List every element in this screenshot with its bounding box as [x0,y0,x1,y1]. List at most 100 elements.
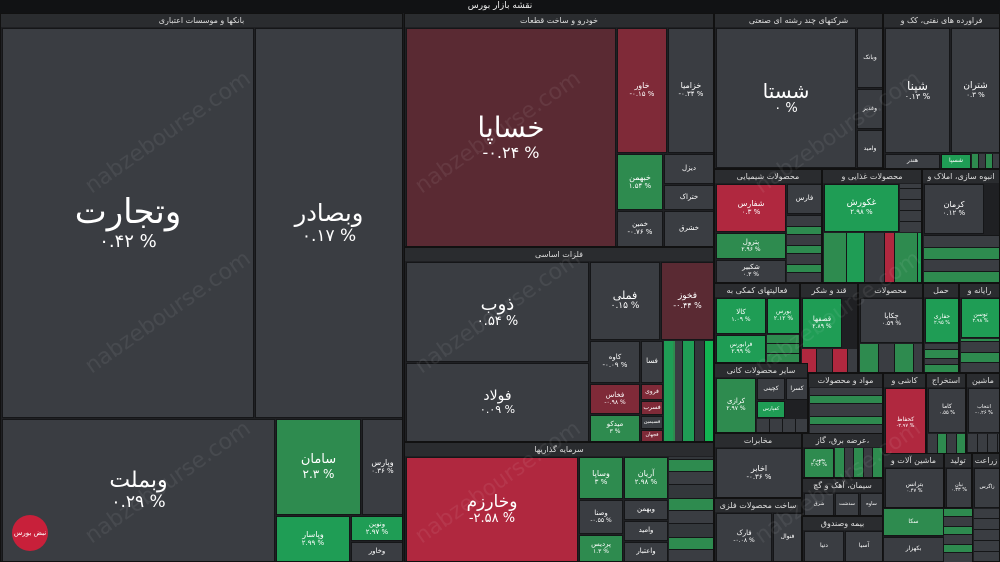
sector-banks: بانکها و موسسات اعتباری وتجارت ۰.۴۲ % وب… [0,13,403,562]
tile-fara[interactable]: فرابورس ۲.۹۹ % [716,335,766,362]
tile-bnirou[interactable]: بجهرم ۲.۹۶ % [804,448,834,477]
tile-shasta[interactable]: شستا ۰ % [716,28,856,168]
tile-khkhamin[interactable]: خمین -۰.۷۶ % [617,211,663,246]
tile-vamid[interactable]: وامید [624,521,668,541]
tile-vsina[interactable]: وصنا -۰.۵۵ % [579,500,623,534]
tile-fameli[interactable]: فملی ۰.۱۵ % [590,262,660,340]
sector-metals: فلزات اساسی ذوب ۰.۵۴ % فولاد ۰.۰۹ % فملی… [404,247,714,442]
tile-patrol[interactable]: پترول ۲.۹۶ % [716,233,786,259]
tile-btranas[interactable]: بترانس ۰.۴۷ % [885,468,943,507]
tile-krazi[interactable]: کرازی ۲.۹۷ % [716,378,756,432]
tile-shsina[interactable]: شسپا [941,154,971,168]
tile-haftari[interactable]: حفاری ۲.۹۵ % [925,298,958,343]
sector-header: محصولات [859,284,922,297]
tile-shtran[interactable]: شتران ۰.۳ % [951,28,999,153]
tile-midko[interactable]: میدکو ۳ % [590,415,640,441]
tile-vkhavar[interactable]: وخاور [351,542,402,561]
sector-cement: سیمان، آهک و گچ شرق سدشت ساوه [802,478,883,516]
tile-kerman[interactable]: کرمان ۰.۱۲ % [924,184,984,234]
tile-zob[interactable]: ذوب ۰.۵۴ % [406,262,589,362]
tile-kama[interactable]: کاما ۰.۵۵ % [928,388,965,433]
tile-vpasar[interactable]: وپاسار ۲.۹۹ % [276,516,350,561]
tile-khsapa[interactable]: خساپا -۰.۲۴ % [406,28,616,246]
tile-fnavard[interactable]: فنوال [773,513,801,561]
sector-food: محصولات غذایی و غکورش ۲.۹۸ % [822,169,922,283]
sector-multi: شرکتهای چند رشته ای صنعتی شستا ۰ % وبانک… [714,13,883,169]
tile-toson[interactable]: توسن ۲.۹۸ % [961,298,999,338]
tile-sadasht[interactable]: سدشت [835,493,859,515]
tile-khavar[interactable]: خاور -۰.۱۵ % [617,28,667,153]
tile-fsarb[interactable]: فسرب [641,401,663,415]
tile-fasa[interactable]: فسا [641,341,663,383]
tile-fark[interactable]: فارک -۰.۰۸ % [716,513,772,561]
tile-shkbir[interactable]: شکبیر ۰.۳ % [716,260,786,282]
tile-nian[interactable]: نیان ۰.۳۳ % [946,468,971,507]
tile-khdizel[interactable]: دیزل [664,154,713,184]
tile-kaveh[interactable]: کاوه -۰.۰۹ % [590,341,640,383]
sector-header: خودرو و ساخت قطعات [405,14,713,27]
sector-towid: تولید نیان ۰.۳۳ % [944,453,972,508]
tile-vghadir[interactable]: وغدیر [857,89,882,129]
tile-vtejarat[interactable]: وتجارت ۰.۴۲ % [2,28,254,418]
tile-khshargh[interactable]: خشرق [664,211,713,246]
tile-asia[interactable]: آسیا [845,531,882,561]
tile-fakhas[interactable]: فخاس -۰.۹۸ % [590,384,640,414]
mosaic-other-products [757,419,807,432]
sector-header: رایانه و [960,284,999,297]
tile-vnovin[interactable]: ونوین ۲.۹۷ % [351,516,402,541]
tile-fars[interactable]: فارس [787,184,821,214]
tile-vsapa[interactable]: وساپا ۳ % [579,457,623,499]
tile-khtrak[interactable]: ختراک [664,185,713,210]
tile-shargh[interactable]: شرق [804,493,834,515]
tile-khbahman[interactable]: خبهمن ۱.۵۴ % [617,154,663,210]
tile-saman[interactable]: سامان ۲.۳ % [276,419,361,515]
sector-header: عرضه برق، گاز، [803,434,882,447]
tile-kchini[interactable]: کچینی [757,378,785,400]
sector-header: بانکها و موسسات اعتباری [1,14,402,27]
tile-shpna[interactable]: شپنا ۰.۱۳ % [885,28,950,153]
tile-hendar[interactable]: هندر [885,154,940,168]
mosaic-investments [669,457,713,561]
tile-kesra[interactable]: کسرا [786,378,807,400]
sector-header: مخابرات [715,434,801,447]
tile-fsimin[interactable]: فسیمین [641,416,663,429]
tile-chkapa[interactable]: چکاپا ۰.۵۹ % [860,298,922,343]
tile-vsmid[interactable]: وامید [857,130,882,168]
sector-header: محصولات شیمیایی [715,170,821,183]
tile-vpars[interactable]: وپارس ۰.۳۶ % [362,419,402,515]
tile-saveh[interactable]: ساوه [860,493,882,515]
tile-fjahan[interactable]: فجهان [641,430,663,441]
mosaic-extract [928,434,965,457]
tile-kheramia[interactable]: خزامیا -۰.۳۴ % [668,28,713,153]
tile-zagros[interactable]: زاگرس [974,468,999,508]
tile-shfars[interactable]: شفارس ۰.۳ % [716,184,786,232]
tile-kala[interactable]: کالا ۱.۰۹ % [716,298,766,334]
tile-ghkourosh[interactable]: غکورش ۲.۹۸ % [824,184,899,232]
tile-pardis[interactable]: پردیس ۱.۳ % [579,535,623,561]
tile-vbsader[interactable]: وبصادر ۰.۱۷ % [255,28,402,418]
tile-bours[interactable]: بورس ۲.۱۲ % [767,298,799,334]
sector-oil: فراورده های نفتی، کک و شپنا ۰.۱۳ % شتران… [883,13,1000,169]
tile-vbahman[interactable]: وبهمن [624,500,668,520]
tile-fravi[interactable]: فروی [641,384,663,400]
tile-kfpars[interactable]: کفپارس [757,401,785,418]
tile-bkhazar[interactable]: بکهزار [883,537,944,562]
tile-fkhuz[interactable]: فخوز -۰.۴۴ % [661,262,713,340]
mosaic-products [860,344,922,372]
tile-vkharazm[interactable]: وخارزم -۲.۵۸ % [406,457,578,561]
sector-header: سیمان، آهک و گچ [803,479,882,492]
tile-vbmellat[interactable]: وبملت ۰.۲۹ % [2,419,275,561]
sector-pharma: زراعت زاگرس [972,453,1000,562]
tile-donya[interactable]: دنیا [804,531,844,561]
tile-vaetebar[interactable]: واعتبار [624,542,668,561]
sector-header: ساخت محصولات فلزی [715,499,801,512]
tile-entekhab[interactable]: انتخاب -۰.۲۶ % [968,388,999,433]
tile-folad[interactable]: فولاد ۰.۰۹ % [406,363,589,441]
tile-kahmadi[interactable]: کحفاظ -۲.۹۷ % [885,388,925,457]
tile-ghasme[interactable]: قصفها ۲.۸۹ % [802,298,842,348]
tile-arian[interactable]: آریان ۲.۹۸ % [624,457,668,499]
tile-sakkha[interactable]: سکا [883,508,944,536]
tile-vbank[interactable]: وبانک [857,28,882,88]
mosaic-build [924,235,999,282]
tile-akhaber[interactable]: اخابر -۰.۳۶ % [716,448,801,497]
